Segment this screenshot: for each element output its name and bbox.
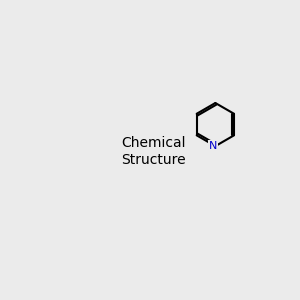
Text: N: N — [209, 141, 217, 151]
Text: Chemical
Structure: Chemical Structure — [122, 136, 186, 166]
